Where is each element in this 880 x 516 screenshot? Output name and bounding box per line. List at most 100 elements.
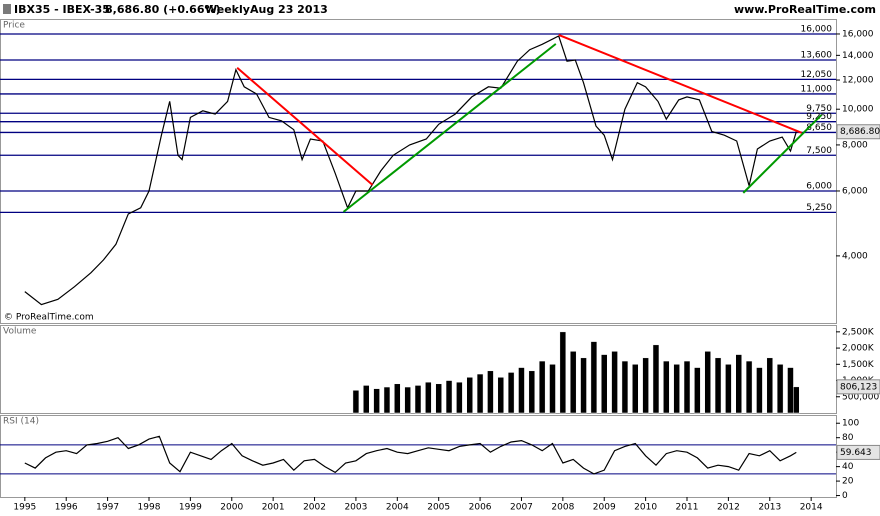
last-value-label: 59.643: [840, 448, 872, 458]
y-tick-label: 2,000K: [842, 344, 875, 354]
series-line: [24, 35, 797, 306]
x-tick-label: 1997: [96, 503, 119, 513]
date: Aug 23 2013: [250, 3, 328, 16]
volume-bar: [580, 357, 587, 414]
last-value-box: [836, 379, 880, 395]
trend-line: [742, 114, 823, 194]
level-label: 12,050: [801, 70, 833, 80]
y-tick-label: 100: [842, 419, 859, 429]
volume-bar: [725, 364, 732, 414]
x-tick-label: 2013: [758, 503, 781, 513]
volume-bar: [714, 357, 722, 414]
volume-bar: [528, 370, 536, 414]
volume-bar: [793, 386, 800, 414]
y-tick-label: 2,500K: [842, 327, 875, 337]
volume-pane: [0, 325, 837, 414]
volume-bar: [559, 331, 567, 414]
price-pane: [0, 19, 837, 324]
volume-bar: [383, 386, 391, 414]
volume-bar: [414, 385, 422, 414]
x-tick-label: 1995: [13, 503, 36, 513]
level-label: 5,250: [806, 203, 832, 213]
volume-bar: [632, 364, 639, 414]
volume-bar: [497, 377, 505, 414]
y-tick-label: 500,000: [842, 392, 879, 402]
x-tick-label: 2008: [551, 503, 574, 513]
x-tick-label: 2002: [303, 503, 326, 513]
x-tick-label: 1998: [138, 503, 161, 513]
x-tick-label: 2014: [800, 503, 823, 513]
volume-bar: [600, 354, 608, 414]
volume-bar: [611, 351, 618, 414]
x-tick-label: 2007: [510, 503, 533, 513]
volume-bar: [704, 351, 711, 414]
volume-bar: [652, 344, 660, 414]
series-line: [24, 435, 797, 475]
volume-bar: [373, 388, 380, 414]
pane-title: RSI (14): [3, 417, 39, 427]
x-tick-label: 2004: [386, 503, 409, 513]
volume-bar: [476, 373, 484, 414]
pane-title: Price: [3, 21, 25, 31]
y-tick-label: 10,000: [842, 105, 874, 115]
y-tick-label: 1,500K: [842, 360, 875, 370]
volume-bar: [507, 372, 515, 414]
quote: 8,686.80 (+0.66%): [105, 3, 221, 16]
y-tick-label: 8,000: [842, 140, 868, 150]
x-tick-label: 2012: [717, 503, 740, 513]
y-tick-label: 12,000: [842, 76, 874, 86]
volume-bar: [538, 360, 546, 414]
volume-bar: [352, 390, 360, 414]
volume-bar: [549, 364, 556, 414]
y-tick-label: 6,000: [842, 186, 868, 196]
symbol: IBX35 - IBEX-35: [14, 3, 110, 16]
volume-bar: [466, 377, 473, 414]
x-tick-label: 2005: [427, 503, 450, 513]
level-label: 11,000: [801, 84, 833, 94]
volume-bar: [673, 364, 680, 414]
y-tick-label: 40: [842, 462, 854, 472]
x-tick-label: 2006: [469, 503, 492, 513]
trend-line: [342, 43, 557, 213]
volume-bar: [425, 381, 432, 414]
volume-bar: [621, 360, 629, 414]
level-label: 13,600: [801, 50, 833, 60]
x-tick-label: 2009: [593, 503, 616, 513]
volume-bar: [445, 380, 453, 414]
level-label: 9,750: [806, 104, 832, 114]
volume-bar: [569, 351, 577, 414]
x-tick-label: 2001: [262, 503, 285, 513]
level-label: 7,500: [806, 146, 832, 156]
x-tick-label: 2011: [676, 503, 699, 513]
symbol-icon: [3, 4, 11, 14]
last-value-box: [836, 444, 880, 460]
volume-bar: [487, 370, 494, 414]
y-tick-label: 16,000: [842, 29, 874, 39]
volume-bar: [642, 357, 649, 414]
x-tick-label: 2010: [634, 503, 657, 513]
volume-bar: [456, 381, 463, 414]
volume-bar: [766, 357, 774, 414]
x-tick-label: 2000: [220, 503, 243, 513]
volume-bar: [787, 367, 794, 414]
y-tick-label: 14,000: [842, 51, 874, 61]
x-tick-label: 1999: [179, 503, 202, 513]
volume-bar: [663, 360, 670, 414]
level-label: 16,000: [801, 24, 833, 34]
volume-bar: [435, 383, 442, 414]
last-value-box: [836, 124, 880, 140]
y-tick-label: 20: [842, 477, 854, 487]
trend-line: [558, 34, 803, 134]
volume-bar: [745, 360, 753, 414]
level-label: 8,650: [806, 123, 832, 133]
volume-bar: [363, 385, 370, 414]
y-tick-label: 4,000: [842, 251, 868, 261]
last-value-label: 806,123: [840, 382, 877, 392]
y-tick-label: 80: [842, 433, 854, 443]
y-tick-label: 0: [842, 491, 848, 501]
x-tick-label: 2003: [344, 503, 367, 513]
volume-bar: [404, 386, 411, 414]
pane-title: Volume: [3, 327, 37, 337]
